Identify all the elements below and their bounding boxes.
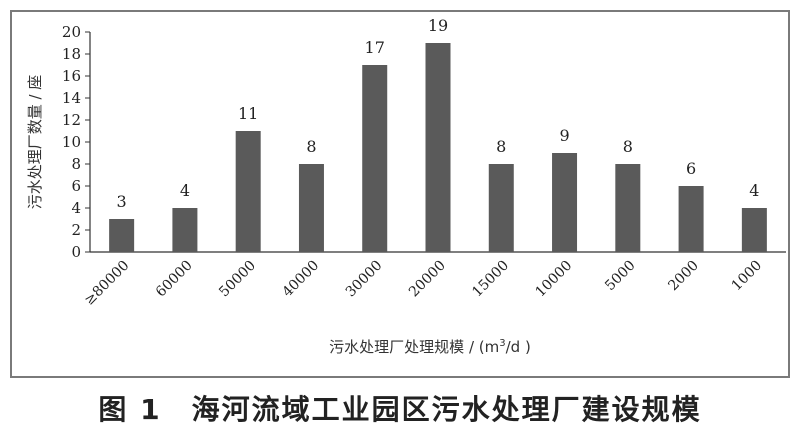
- x-tick-label: 60000: [153, 258, 196, 301]
- y-axis-label: 污水处理厂数量 / 座: [26, 75, 44, 210]
- x-tick-label: 40000: [279, 258, 322, 301]
- y-tick-label: 4: [71, 199, 81, 217]
- figure-number: 图 1: [98, 393, 162, 426]
- bar: [552, 153, 578, 252]
- bar: [298, 164, 324, 252]
- y-tick-label: 20: [62, 23, 81, 41]
- y-tick-label: 6: [71, 177, 81, 195]
- bar-data-label: 4: [749, 181, 759, 200]
- bar: [109, 219, 135, 252]
- x-tick-label: 15000: [469, 258, 512, 301]
- chart-frame: [10, 10, 790, 378]
- x-tick-label: 30000: [343, 258, 386, 301]
- y-tick-label: 16: [62, 67, 81, 85]
- y-tick-label: 8: [71, 155, 81, 173]
- x-tick-label: 5000: [602, 258, 639, 295]
- y-tick-label: 2: [71, 221, 81, 239]
- bar-data-label: 6: [686, 159, 696, 178]
- bar-data-label: 8: [623, 137, 633, 156]
- x-axis-label-sup: 3: [499, 338, 505, 349]
- bar-data-label: 4: [180, 181, 190, 200]
- x-axis-ticks: ≥80000 60000 50000 40000 30000 20000 15000 1000…: [81, 258, 765, 309]
- bar: [172, 208, 198, 252]
- y-tick-label: 14: [62, 89, 81, 107]
- x-tick-label: 20000: [406, 258, 449, 301]
- bar-data-label: 19: [428, 16, 448, 35]
- figure-title: 海河流域工业园区污水处理厂建设规模: [191, 393, 702, 426]
- bar: [615, 164, 641, 252]
- bar: [488, 164, 514, 252]
- y-axis-ticks: 0 2 4 6 8 10 12 14 16 18 20: [62, 23, 90, 261]
- bar: [678, 186, 704, 252]
- x-tick-label: 10000: [533, 258, 576, 301]
- y-tick-label: 0: [71, 243, 81, 261]
- x-tick-label: 50000: [216, 258, 259, 301]
- bar-data-label: 17: [365, 38, 385, 57]
- bar-data-label: 9: [559, 126, 569, 145]
- bar-data-label: 11: [238, 104, 258, 123]
- y-tick-label: 18: [62, 45, 81, 63]
- bar-data-label: 3: [117, 192, 127, 211]
- x-axis-label-main: 污水处理厂处理规模 / (m: [329, 338, 499, 356]
- y-tick-label: 12: [62, 111, 81, 129]
- x-tick-label: ≥80000: [81, 258, 132, 309]
- y-tick-label: 10: [62, 133, 81, 151]
- bar-data-label: 8: [496, 137, 506, 156]
- figure-caption: 图 1 海河流域工业园区污水处理厂建设规模: [0, 388, 800, 428]
- bar: [235, 131, 261, 252]
- bar-chart: 0 2 4 6 8 10 12 14 16 18 20 3 4 11 8 17 19 8 9 8 6 4 ≥80000 6…: [26, 16, 786, 356]
- x-axis-label-tail: /d ): [506, 338, 531, 356]
- x-tick-label: 2000: [665, 258, 702, 295]
- bar-data-label: 8: [306, 137, 316, 156]
- bar: [425, 43, 451, 252]
- x-axis-label: 污水处理厂处理规模 / (m3/d ): [329, 338, 531, 356]
- x-tick-label: 1000: [729, 258, 766, 295]
- bar: [362, 65, 388, 252]
- bar: [741, 208, 767, 252]
- bars-group: 3 4 11 8 17 19 8 9 8 6 4: [109, 16, 767, 252]
